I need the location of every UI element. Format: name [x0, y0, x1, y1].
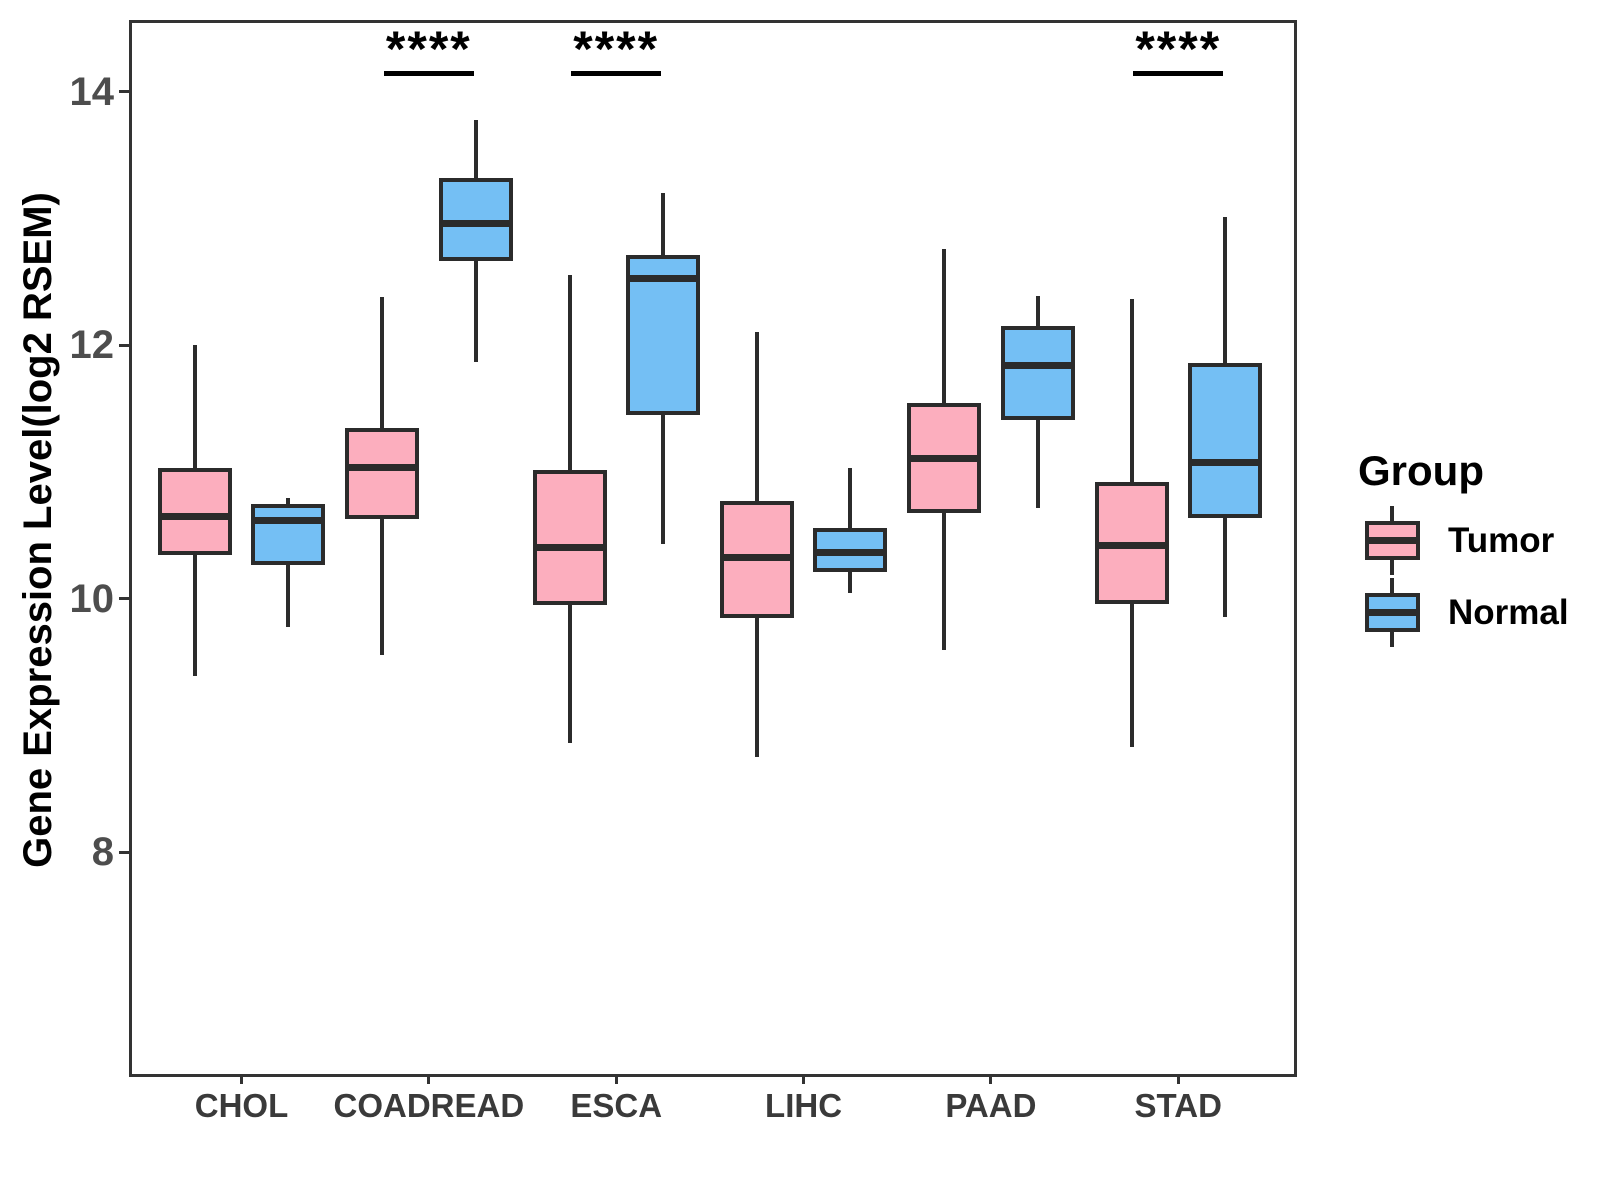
significance-bar-COADREAD — [383, 71, 474, 76]
median-normal-ESCA — [629, 274, 696, 282]
whisker-upper-tumor-STAD — [1129, 298, 1134, 483]
y-tick-mark — [119, 597, 129, 601]
whisker-upper-normal-STAD — [1222, 217, 1227, 364]
plot-panel — [129, 20, 1297, 1077]
whisker-upper-normal-LIHC — [848, 468, 853, 528]
x-tick-label: STAD — [1134, 1087, 1222, 1124]
whisker-upper-normal-CHOL — [286, 497, 291, 504]
legend-tumor-whisker-bottom-icon — [1390, 559, 1394, 575]
whisker-upper-tumor-PAAD — [942, 249, 947, 403]
x-tick-mark — [240, 1074, 243, 1084]
whisker-lower-normal-COADREAD — [473, 260, 478, 362]
box-normal-COADREAD — [438, 178, 513, 261]
legend-normal-whisker-top-icon — [1390, 578, 1394, 594]
x-tick-mark — [614, 1074, 618, 1084]
legend-label-normal: Normal — [1448, 593, 1569, 632]
median-tumor-ESCA — [536, 543, 603, 551]
x-tick-label: PAAD — [945, 1087, 1037, 1124]
legend-title: Group — [1358, 447, 1484, 494]
y-tick-label: 12 — [69, 323, 115, 368]
whisker-lower-tumor-STAD — [1129, 604, 1134, 748]
whisker-upper-tumor-COADREAD — [380, 297, 385, 428]
whisker-lower-normal-CHOL — [286, 564, 291, 627]
whisker-lower-tumor-PAAD — [942, 512, 947, 650]
median-tumor-PAAD — [911, 454, 978, 462]
x-tick-label: LIHC — [765, 1087, 843, 1124]
whisker-lower-tumor-LIHC — [754, 618, 759, 758]
legend-label-tumor: Tumor — [1448, 521, 1555, 560]
significance-stars-STAD: **** — [1135, 21, 1222, 77]
median-normal-LIHC — [817, 548, 884, 556]
box-normal-PAAD — [1000, 326, 1075, 421]
whisker-lower-tumor-ESCA — [567, 605, 572, 744]
box-normal-STAD — [1187, 363, 1262, 518]
legend-normal-whisker-bottom-icon — [1390, 631, 1394, 647]
median-normal-CHOL — [255, 516, 322, 524]
significance-stars-ESCA: **** — [573, 21, 660, 77]
median-normal-STAD — [1191, 458, 1258, 466]
legend-tumor-median-icon — [1369, 537, 1416, 544]
whisker-lower-normal-LIHC — [848, 572, 853, 593]
whisker-upper-tumor-ESCA — [567, 274, 572, 470]
y-tick-mark — [119, 90, 129, 94]
median-normal-PAAD — [1004, 362, 1071, 370]
x-tick-mark — [427, 1074, 431, 1084]
x-tick-label: CHOL — [194, 1087, 289, 1124]
significance-bar-STAD — [1133, 71, 1224, 76]
x-tick-mark — [802, 1074, 806, 1084]
whisker-upper-normal-COADREAD — [473, 119, 478, 179]
x-tick-mark — [989, 1074, 993, 1084]
whisker-lower-tumor-CHOL — [192, 554, 197, 677]
box-normal-CHOL — [251, 503, 326, 565]
x-tick-mark — [1176, 1074, 1180, 1084]
legend-normal-median-icon — [1369, 609, 1416, 616]
median-tumor-STAD — [1098, 542, 1165, 550]
y-tick-mark — [119, 850, 129, 854]
whisker-lower-normal-STAD — [1222, 517, 1227, 617]
y-tick-label: 10 — [69, 576, 115, 621]
y-axis-title: Gene Expression Level(log2 RSEM) — [16, 192, 60, 868]
median-tumor-COADREAD — [349, 463, 416, 471]
median-tumor-LIHC — [723, 553, 790, 561]
whisker-upper-tumor-LIHC — [754, 331, 759, 502]
whisker-upper-normal-ESCA — [660, 193, 665, 256]
whisker-upper-normal-PAAD — [1035, 296, 1040, 327]
whisker-lower-normal-ESCA — [660, 415, 665, 545]
y-tick-label: 14 — [69, 69, 115, 114]
significance-stars-COADREAD: **** — [385, 21, 472, 77]
whisker-upper-tumor-CHOL — [192, 345, 197, 469]
y-tick-mark — [119, 343, 129, 347]
x-tick-label: ESCA — [570, 1087, 663, 1124]
y-tick-label: 8 — [91, 830, 114, 875]
whisker-lower-normal-PAAD — [1035, 420, 1040, 508]
box-tumor-CHOL — [157, 468, 232, 555]
box-tumor-ESCA — [532, 469, 607, 606]
whisker-lower-tumor-COADREAD — [380, 519, 385, 655]
legend-tumor-whisker-top-icon — [1390, 506, 1394, 522]
box-normal-ESCA — [625, 255, 700, 416]
significance-bar-ESCA — [571, 71, 662, 76]
median-normal-COADREAD — [442, 220, 509, 228]
median-tumor-CHOL — [161, 513, 228, 521]
x-tick-label: COADREAD — [333, 1087, 525, 1124]
box-tumor-COADREAD — [345, 427, 420, 520]
